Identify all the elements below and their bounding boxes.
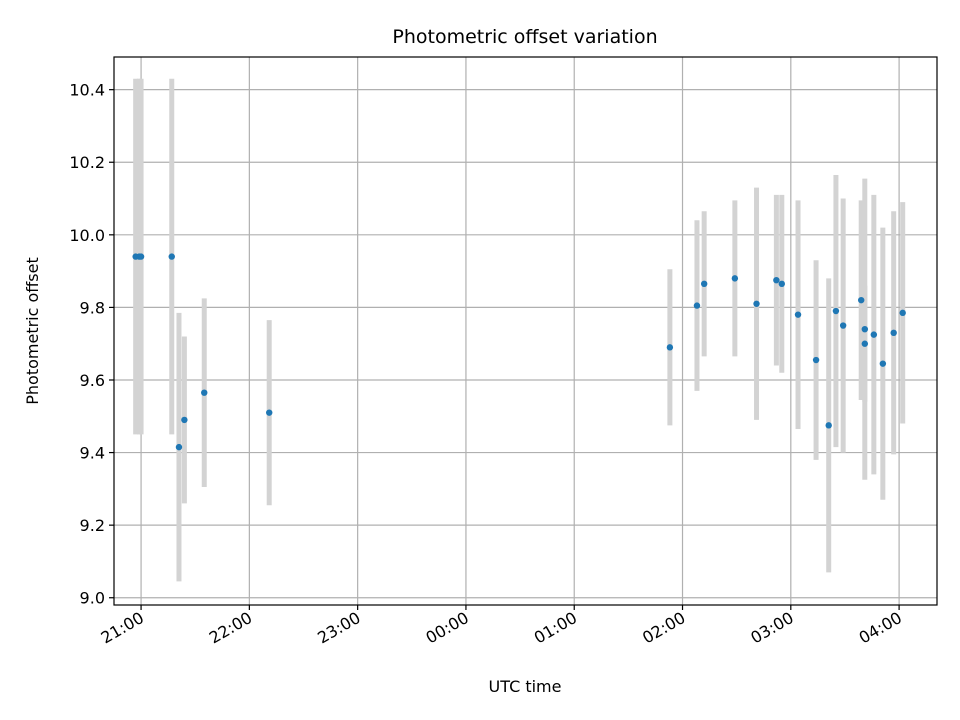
- data-point: [266, 409, 273, 416]
- data-point: [879, 360, 887, 367]
- y-axis-label: Photometric offset: [23, 257, 42, 405]
- data-point: [693, 302, 701, 309]
- data-point: [201, 389, 208, 396]
- data-point: [753, 300, 760, 307]
- data-point: [773, 276, 780, 284]
- data-point: [839, 322, 847, 329]
- y-tick-label: 9.2: [80, 516, 105, 535]
- y-tick-label: 10.0: [69, 226, 105, 245]
- data-point: [181, 416, 188, 424]
- y-tick-label: 9.4: [80, 444, 105, 463]
- data-point: [794, 311, 802, 318]
- data-point: [731, 275, 739, 282]
- data-point: [168, 253, 175, 260]
- data-point: [825, 422, 832, 429]
- plot-area-frame: [113, 56, 938, 606]
- y-tick-label: 10.4: [69, 81, 105, 100]
- y-tick-label: 9.0: [80, 589, 105, 608]
- chart-title: Photometric offset variation: [392, 26, 657, 48]
- data-point: [861, 340, 869, 347]
- y-axis-ticks: 9.0 9.2 9.4 9.6 9.8 10.0 10.2 10.4: [69, 81, 114, 608]
- data-point: [137, 253, 145, 260]
- data-point: [861, 325, 869, 333]
- data-point: [175, 443, 183, 451]
- y-tick-label: 9.8: [80, 298, 105, 317]
- data-point: [899, 309, 906, 317]
- data-point: [870, 331, 878, 338]
- data-point: [778, 280, 785, 288]
- y-tick-label: 9.6: [80, 371, 105, 390]
- y-tick-label: 10.2: [69, 153, 105, 172]
- data-point: [666, 344, 674, 351]
- data-point: [857, 296, 865, 304]
- x-axis-label: UTC time: [489, 677, 562, 696]
- data-point: [832, 307, 840, 315]
- data-point: [890, 329, 897, 337]
- data-points: [132, 253, 906, 451]
- grid-lines: [114, 57, 937, 605]
- data-point: [700, 280, 708, 288]
- data-point: [812, 356, 820, 364]
